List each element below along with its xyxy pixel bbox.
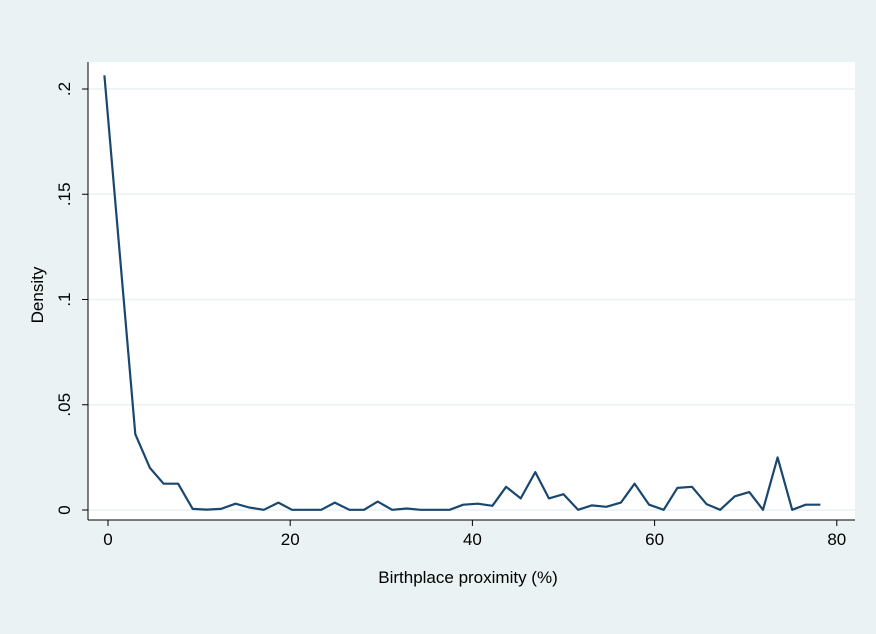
x-tick-label: 0 bbox=[103, 530, 112, 549]
y-tick-label: .15 bbox=[55, 182, 74, 206]
y-tick-label: .05 bbox=[55, 393, 74, 417]
x-tick-label: 20 bbox=[281, 530, 300, 549]
y-tick-label: .2 bbox=[55, 82, 74, 96]
y-tick-label: .1 bbox=[55, 292, 74, 306]
x-axis-title: Birthplace proximity (%) bbox=[378, 568, 558, 587]
x-tick-label: 80 bbox=[827, 530, 846, 549]
series-line bbox=[103, 75, 821, 511]
y-axis-title: Density bbox=[28, 266, 47, 323]
x-tick-label: 40 bbox=[463, 530, 482, 549]
axes: 0 .05 .1 .15 .2 0 20 40 60 80 bbox=[55, 62, 855, 549]
x-tick-label: 60 bbox=[645, 530, 664, 549]
y-tick-label: 0 bbox=[55, 505, 74, 514]
plot-area bbox=[88, 62, 855, 520]
series-layer bbox=[103, 75, 821, 511]
gridlines bbox=[88, 88, 855, 511]
